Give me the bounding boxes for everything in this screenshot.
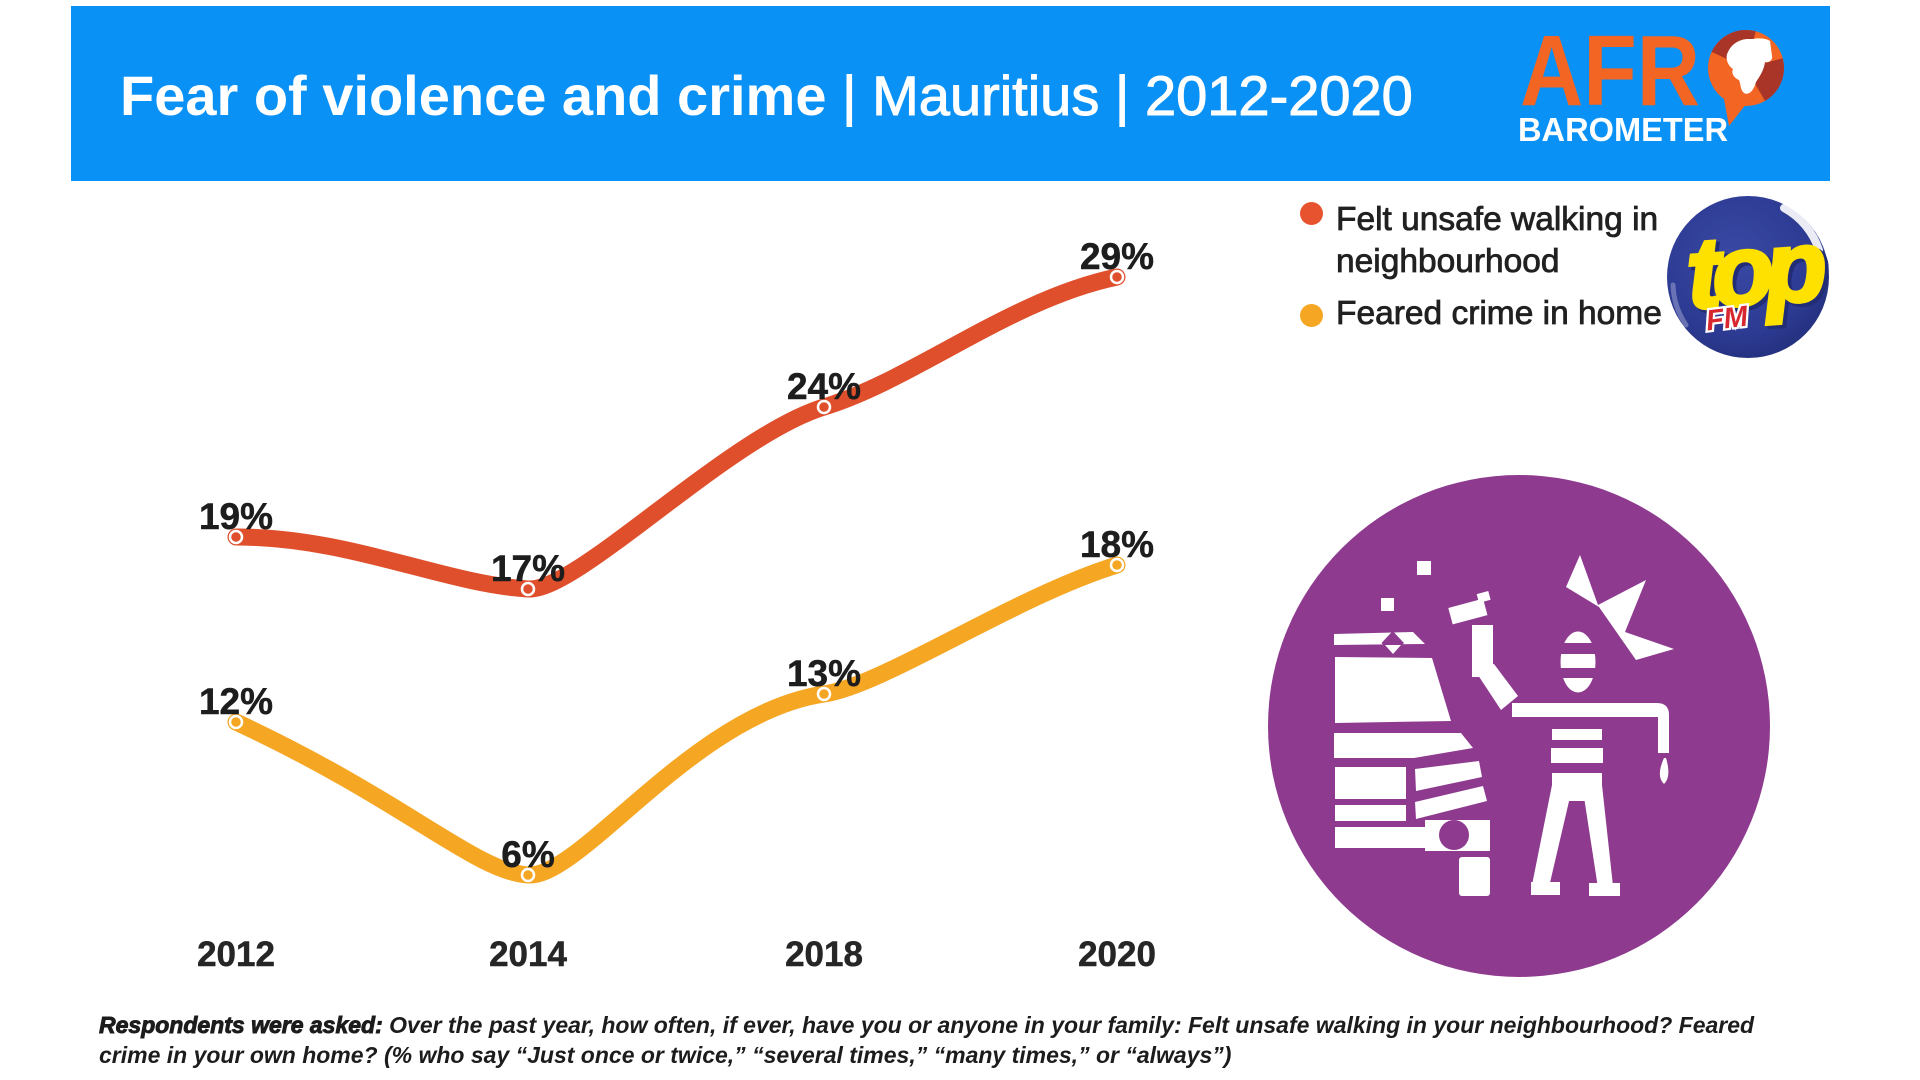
svg-text:FM: FM: [1704, 301, 1750, 338]
svg-text:top: top: [1686, 212, 1830, 333]
svg-text:top: top: [1683, 209, 1827, 330]
svg-text:BAROMETER: BAROMETER: [1518, 111, 1728, 148]
svg-text:AFR: AFR: [1520, 15, 1700, 127]
